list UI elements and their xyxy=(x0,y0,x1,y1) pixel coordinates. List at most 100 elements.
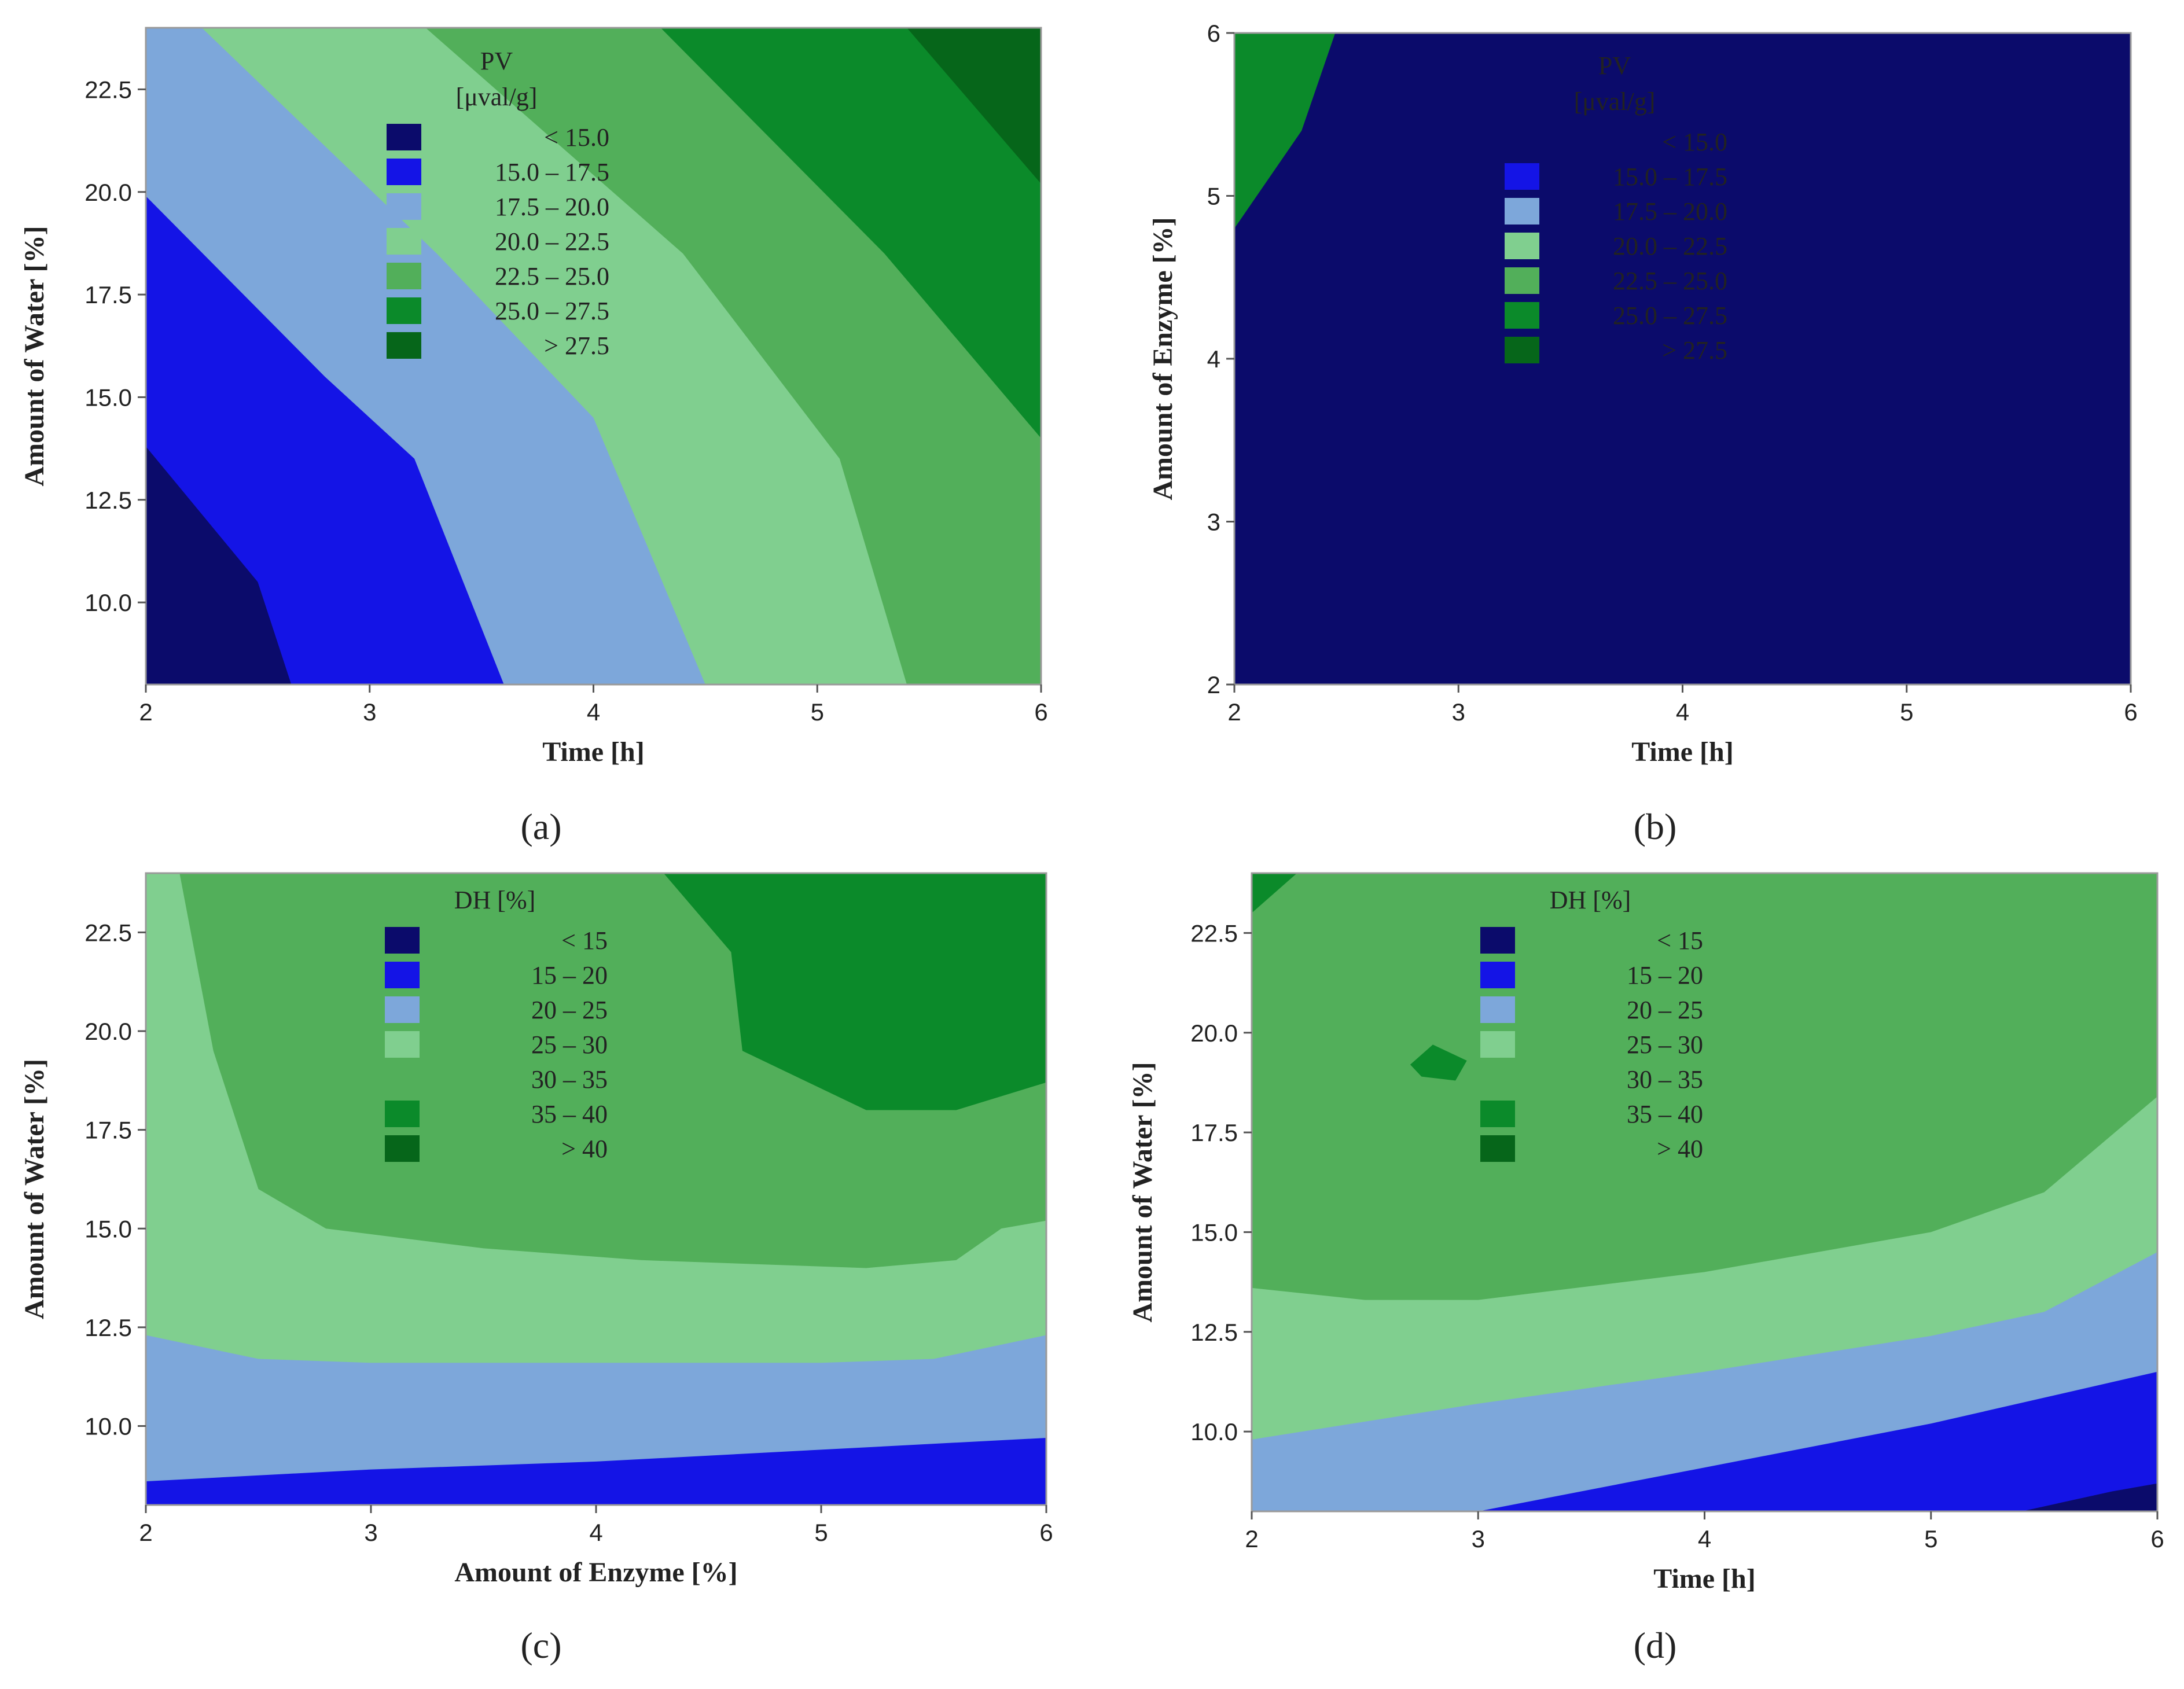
legend-title: PV xyxy=(1598,51,1631,80)
legend-label: > 27.5 xyxy=(544,332,609,360)
legend-label: 35 – 40 xyxy=(1627,1100,1703,1128)
legend-label: 35 – 40 xyxy=(531,1100,608,1128)
contour-region-1 xyxy=(146,1438,1046,1505)
legend-label: 20 – 25 xyxy=(1627,996,1703,1024)
x-tick-label: 4 xyxy=(587,698,600,726)
legend: DH [%] < 15 15 – 20 20 – 25 25 – 30 30 – 35 35… xyxy=(1480,886,1703,1163)
legend-label: 17.5 – 20.0 xyxy=(1613,197,1727,226)
y-tick-label: 10.0 xyxy=(1190,1418,1238,1445)
legend-swatch xyxy=(1480,927,1515,954)
y-tick-label: 15.0 xyxy=(84,1215,132,1242)
legend-label: 15 – 20 xyxy=(531,961,608,989)
y-tick-label: 10.0 xyxy=(84,589,132,616)
contour-region-0 xyxy=(1234,33,2131,685)
legend-swatch xyxy=(385,1101,420,1127)
panel-caption: (d) xyxy=(1634,1625,1677,1666)
legend-label: 25 – 30 xyxy=(531,1031,608,1059)
legend-swatch xyxy=(1505,302,1539,329)
legend-swatch xyxy=(387,297,421,324)
legend-swatch xyxy=(387,332,421,359)
x-tick-label: 2 xyxy=(1245,1525,1258,1552)
legend-label: 22.5 – 25.0 xyxy=(495,262,609,290)
legend-title: PV xyxy=(480,47,513,75)
legend-swatch xyxy=(1480,1031,1515,1058)
x-tick-label: 5 xyxy=(1924,1525,1937,1552)
legend-label: 20 – 25 xyxy=(531,996,608,1024)
legend-title: [μval/g] xyxy=(1574,87,1656,116)
legend-swatch xyxy=(1480,962,1515,988)
contour-island xyxy=(1410,1044,1467,1081)
legend: PV [μval/g]< 15.0 15.0 – 17.5 17.5 – 20.0 20… xyxy=(387,47,609,360)
x-tick-label: 5 xyxy=(1900,698,1913,726)
contour-region-0 xyxy=(146,446,292,685)
legend-swatch xyxy=(387,124,421,150)
plot-area xyxy=(146,873,1046,1505)
legend-swatch xyxy=(1480,1066,1515,1092)
legend-swatch xyxy=(385,962,420,988)
y-tick-label: 15.0 xyxy=(84,384,132,411)
legend-swatch xyxy=(387,228,421,255)
y-tick-label: 22.5 xyxy=(84,76,132,103)
x-tick-label: 3 xyxy=(1472,1525,1485,1552)
legend-label: > 27.5 xyxy=(1662,336,1727,365)
panel-caption: (b) xyxy=(1634,806,1677,847)
legend-title: DH [%] xyxy=(1550,886,1631,914)
x-tick-label: 2 xyxy=(139,1519,152,1546)
plot-area xyxy=(1234,33,2131,685)
legend-swatch xyxy=(1505,198,1539,225)
legend-label: 25 – 30 xyxy=(1627,1031,1703,1059)
legend-label: 20.0 – 22.5 xyxy=(495,227,609,256)
y-tick-label: 15.0 xyxy=(1190,1219,1238,1246)
x-tick-label: 4 xyxy=(1676,698,1689,726)
legend-swatch xyxy=(387,193,421,220)
legend-swatch xyxy=(387,263,421,289)
legend-swatch xyxy=(1505,267,1539,294)
x-tick-label: 6 xyxy=(2150,1525,2164,1552)
panel-c: 2 3 4 5 6 10.0 12.5 15.0 17.5 20.0 22.5 Amount of E… xyxy=(19,872,1053,1666)
legend-label: 30 – 35 xyxy=(531,1065,608,1094)
x-axis-label: Time [h] xyxy=(1653,1563,1755,1594)
legend-label: < 15 xyxy=(1657,926,1703,955)
y-tick-label: 17.5 xyxy=(84,281,132,308)
y-tick-label: 20.0 xyxy=(1190,1020,1238,1047)
y-tick-label: 5 xyxy=(1207,183,1220,210)
y-tick-label: 12.5 xyxy=(84,1314,132,1341)
contour-region-3 xyxy=(146,873,1046,1505)
panel-caption: (c) xyxy=(520,1625,561,1666)
panel-b: 2 3 4 5 6 2 3 4 5 6 Time [h] Amount of Enzyme [%] PV… xyxy=(1148,20,2138,847)
legend-label: < 15 xyxy=(561,926,608,955)
legend-swatch xyxy=(385,927,420,954)
legend-label: 20.0 – 22.5 xyxy=(1613,232,1727,260)
x-tick-label: 5 xyxy=(811,698,824,726)
legend-label: 25.0 – 27.5 xyxy=(1613,301,1727,330)
legend-label: < 15.0 xyxy=(1662,128,1727,156)
plot-area xyxy=(146,28,1041,685)
legend-swatch xyxy=(385,1066,420,1092)
y-tick-label: 3 xyxy=(1207,509,1220,536)
legend-swatch xyxy=(1480,1135,1515,1162)
x-axis-label: Amount of Enzyme [%] xyxy=(454,1557,737,1588)
y-axis-label: Amount of Water [%] xyxy=(19,226,50,486)
x-tick-label: 4 xyxy=(589,1519,602,1546)
panel-d: 2 3 4 5 6 10.0 12.5 15.0 17.5 20.0 22.5 Time [h] Amo… xyxy=(1127,872,2164,1666)
legend-label: 15.0 – 17.5 xyxy=(495,158,609,186)
legend-label: < 15.0 xyxy=(544,123,609,152)
legend-swatch xyxy=(385,1135,420,1162)
y-tick-label: 22.5 xyxy=(1190,919,1238,947)
legend-swatch xyxy=(1505,163,1539,190)
panel-caption: (a) xyxy=(520,806,561,847)
y-tick-label: 12.5 xyxy=(84,487,132,514)
contour-region-0 xyxy=(2021,1483,2157,1511)
x-tick-label: 4 xyxy=(1698,1525,1711,1552)
x-axis-label: Time [h] xyxy=(542,737,644,767)
x-axis-label: Time [h] xyxy=(1631,737,1733,767)
y-tick-label: 12.5 xyxy=(1190,1319,1238,1346)
legend: DH [%] < 15 15 – 20 20 – 25 25 – 30 30 – 35 35… xyxy=(385,886,608,1163)
legend-label: 25.0 – 27.5 xyxy=(495,297,609,325)
legend-title: DH [%] xyxy=(454,886,536,914)
legend-swatch xyxy=(1505,337,1539,363)
legend-label: > 40 xyxy=(1657,1135,1703,1163)
legend-label: > 40 xyxy=(561,1135,608,1163)
legend-swatch xyxy=(1480,996,1515,1023)
